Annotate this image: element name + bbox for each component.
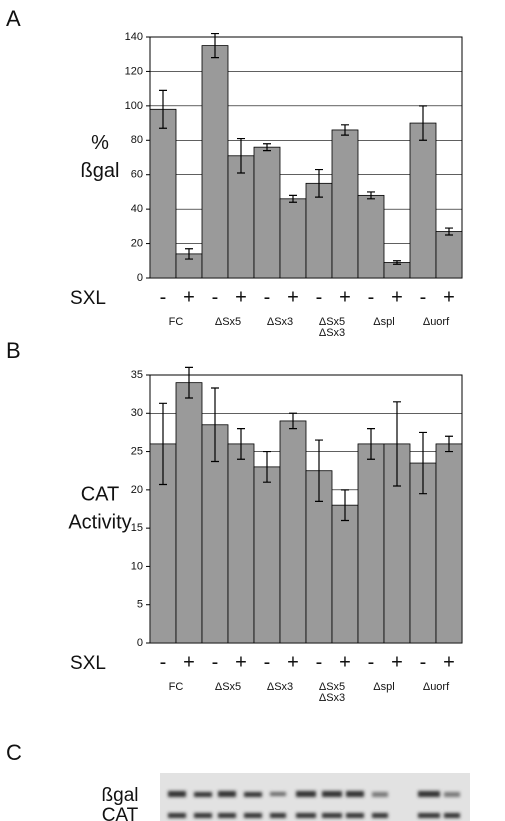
bar [228, 156, 254, 278]
group-label: Δuorf [423, 681, 450, 693]
x-tick-label: + [339, 286, 351, 308]
y-tick-label: 0 [137, 272, 143, 284]
y-tick-label: 20 [131, 237, 143, 249]
x-tick-label: + [183, 651, 195, 673]
y-tick-label: 30 [131, 407, 143, 419]
y-tick-label: 60 [131, 169, 143, 181]
y-tick-label: 40 [131, 203, 143, 215]
factor-label: SXL [70, 288, 106, 309]
bar [436, 232, 462, 278]
bar [228, 444, 254, 643]
group-label: ΔSx5 [215, 681, 241, 693]
group-label: ΔSx3 [267, 316, 293, 328]
bar [332, 505, 358, 643]
x-tick-label: - [316, 651, 323, 673]
group-label: Δspl [373, 316, 394, 328]
gel-row-label: ßgal [102, 785, 139, 806]
group-label: ΔSx5 [215, 316, 241, 328]
x-tick-label: + [443, 651, 455, 673]
y-tick-label: 35 [131, 369, 143, 381]
bar [280, 199, 306, 278]
gel-row-label: CAT [102, 805, 139, 821]
y-axis-label: CAT [81, 483, 120, 505]
y-axis-label: ßgal [81, 160, 120, 182]
bar [384, 263, 410, 278]
x-tick-label: - [160, 286, 167, 308]
x-tick-label: - [160, 651, 167, 673]
group-label: Δspl [373, 681, 394, 693]
bar [332, 130, 358, 278]
x-tick-label: + [391, 286, 403, 308]
bar [254, 147, 280, 278]
y-tick-label: 140 [125, 31, 143, 43]
x-tick-label: - [420, 651, 427, 673]
y-tick-label: 25 [131, 445, 143, 457]
y-axis-label: % [91, 132, 109, 154]
y-tick-label: 80 [131, 134, 143, 146]
y-tick-label: 20 [131, 484, 143, 496]
x-tick-label: - [212, 286, 219, 308]
x-tick-label: + [287, 651, 299, 673]
y-axis-label: Activity [68, 511, 131, 533]
y-tick-label: 0 [137, 637, 143, 649]
bar [358, 195, 384, 278]
x-tick-label: + [235, 286, 247, 308]
factor-label: SXL [70, 653, 106, 674]
bar [202, 46, 228, 278]
bar [280, 421, 306, 643]
x-tick-label: + [183, 286, 195, 308]
panel-label: A [6, 6, 21, 31]
x-tick-label: - [212, 651, 219, 673]
bar [254, 467, 280, 643]
x-tick-label: + [443, 286, 455, 308]
x-tick-label: - [420, 286, 427, 308]
x-tick-label: + [287, 286, 299, 308]
y-tick-label: 15 [131, 522, 143, 534]
x-tick-label: - [368, 286, 375, 308]
group-label: FC [169, 316, 184, 328]
bar [176, 383, 202, 643]
group-label: FC [169, 681, 184, 693]
y-tick-label: 120 [125, 65, 143, 77]
group-label: ΔSx3 [319, 692, 345, 704]
y-tick-label: 5 [137, 599, 143, 611]
group-label: Δuorf [423, 316, 450, 328]
x-tick-label: - [264, 651, 271, 673]
bar [358, 444, 384, 643]
group-label: ΔSx3 [319, 327, 345, 339]
x-tick-label: + [391, 651, 403, 673]
y-tick-label: 100 [125, 100, 143, 112]
x-tick-label: - [368, 651, 375, 673]
figure: C ßgal CAT A%ßgal020406080100120140SXL-+… [0, 0, 505, 821]
x-tick-label: - [264, 286, 271, 308]
group-label: ΔSx3 [267, 681, 293, 693]
x-tick-label: + [339, 651, 351, 673]
panel-label: B [6, 338, 21, 363]
y-tick-label: 10 [131, 560, 143, 572]
bar [410, 123, 436, 278]
x-tick-label: - [316, 286, 323, 308]
bar [150, 109, 176, 278]
panel-label: C [6, 740, 22, 765]
x-tick-label: + [235, 651, 247, 673]
bar [436, 444, 462, 643]
